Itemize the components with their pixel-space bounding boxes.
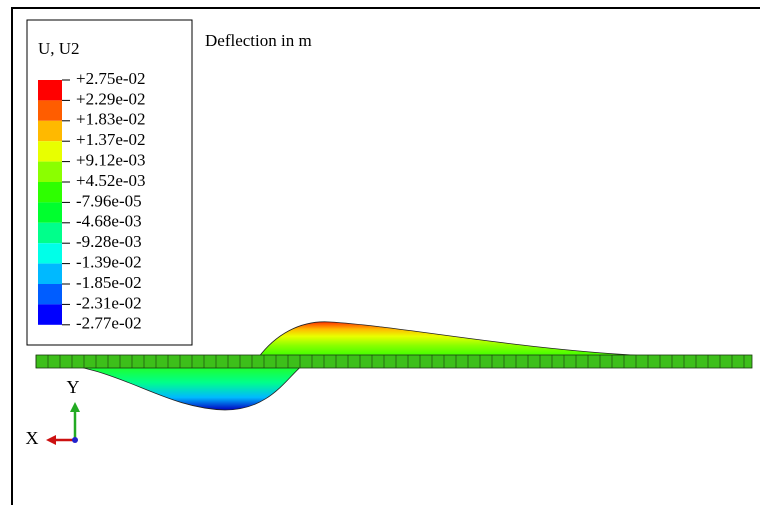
legend-label: -4.68e-03: [76, 212, 142, 231]
color-band: [38, 304, 62, 324]
color-band: [38, 243, 62, 263]
color-band: [38, 141, 62, 161]
axis-triad: Y X: [26, 377, 81, 448]
legend-label: +1.37e-02: [76, 130, 146, 149]
legend-label: -2.31e-02: [76, 293, 142, 312]
legend-label: +1.83e-02: [76, 110, 146, 129]
color-band: [38, 80, 62, 100]
color-band: [38, 223, 62, 243]
legend-label: +2.29e-02: [76, 89, 146, 108]
y-label: Y: [67, 377, 80, 397]
legend-title: U, U2: [38, 39, 80, 58]
legend-label: -7.96e-05: [76, 191, 142, 210]
color-band: [38, 162, 62, 182]
plate: [36, 355, 752, 368]
page: {"legend": {"title": "U, U2", "labels": …: [0, 0, 760, 505]
color-band: [38, 100, 62, 120]
y-arrowhead: [70, 402, 80, 412]
legend-label: -9.28e-03: [76, 232, 142, 251]
color-band: [38, 182, 62, 202]
annotation: Deflection in m: [205, 31, 312, 50]
legend-label: +2.75e-02: [76, 69, 146, 88]
bulge: [258, 322, 650, 358]
viewport: U, U2 +2.75e-02+2.29e-02 +1.83e-02+1.37e-…: [0, 0, 760, 505]
legend-label: -2.77e-02: [76, 314, 142, 333]
color-band: [38, 284, 62, 304]
legend-label: -1.39e-02: [76, 253, 142, 272]
color-band: [38, 264, 62, 284]
legend-label: +4.52e-03: [76, 171, 146, 190]
z-axis: [72, 437, 78, 443]
color-band: [38, 121, 62, 141]
legend-label: -1.85e-02: [76, 273, 142, 292]
x-arrowhead: [46, 435, 56, 445]
color-band: [38, 202, 62, 222]
legend-label: +9.12e-03: [76, 151, 146, 170]
x-label: X: [26, 428, 39, 448]
